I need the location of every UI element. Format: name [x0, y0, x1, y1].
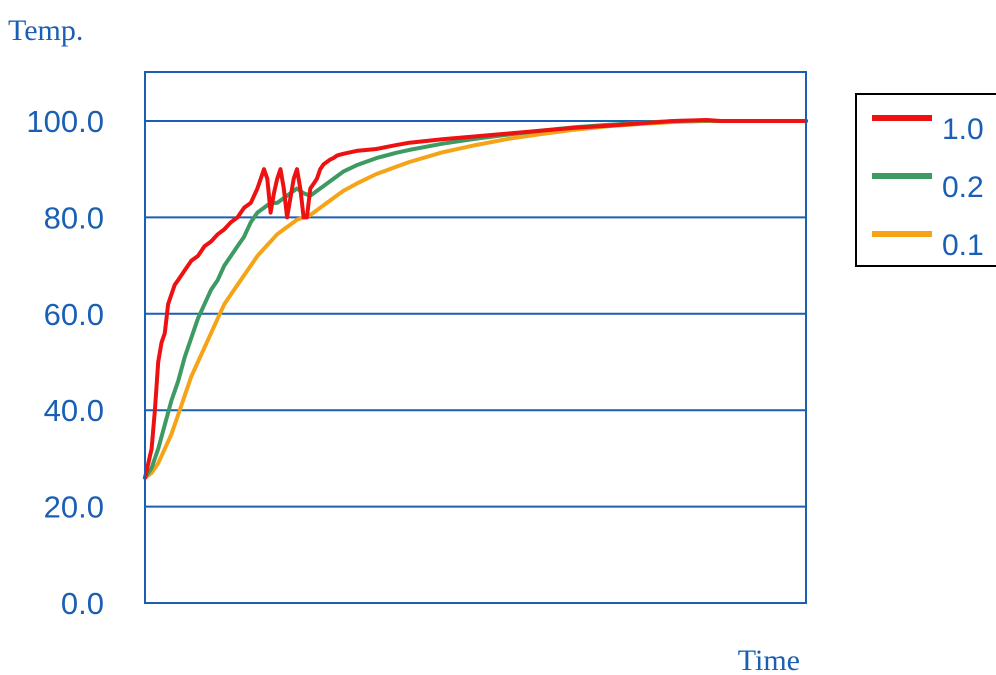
x-axis-label: Time — [738, 644, 800, 675]
legend-label: 0.2 — [942, 171, 984, 204]
plot-area-frame — [144, 71, 807, 604]
legend-item: 0.2 — [872, 171, 984, 204]
y-axis-label: Temp. — [8, 14, 83, 47]
gridlines — [145, 120, 806, 508]
series-line-1.0 — [143, 118, 808, 480]
series-line-0.1 — [143, 119, 808, 480]
legend-label: 1.0 — [942, 113, 984, 146]
y-tick-label: 40.0 — [44, 393, 104, 428]
series-line-0.2 — [143, 118, 808, 480]
y-tick-label: 100.0 — [26, 104, 104, 139]
series-lines — [143, 118, 808, 480]
legend-items: 1.0 0.2 0.1 — [872, 113, 984, 262]
y-axis-tick-labels: 0.0 20.0 40.0 60.0 80.0 100.0 — [26, 104, 104, 621]
legend: 1.0 0.2 0.1 — [855, 93, 996, 267]
y-tick-label: 60.0 — [44, 297, 104, 332]
legend-box — [855, 93, 996, 267]
legend-item: 1.0 — [872, 113, 984, 146]
legend-label: 0.1 — [942, 229, 984, 262]
y-tick-label: 80.0 — [44, 200, 104, 235]
legend-item: 0.1 — [872, 229, 984, 262]
y-tick-label: 0.0 — [61, 586, 104, 621]
y-tick-label: 20.0 — [44, 490, 104, 525]
